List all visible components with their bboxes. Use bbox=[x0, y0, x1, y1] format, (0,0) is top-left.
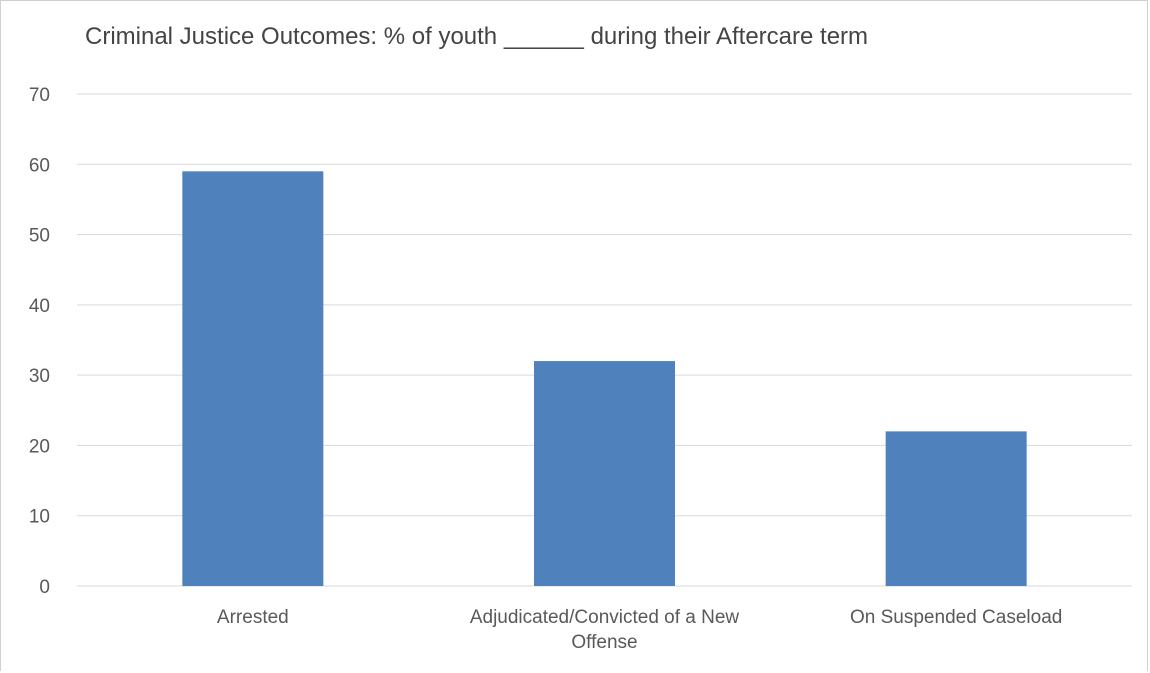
bar bbox=[534, 361, 675, 586]
x-tick-label: On Suspended Caseload bbox=[850, 607, 1062, 628]
x-tick-label: Adjudicated/Convicted of a New Offense bbox=[470, 607, 740, 653]
y-tick-label: 50 bbox=[29, 226, 50, 247]
bar bbox=[182, 171, 324, 587]
x-tick-label: Arrested bbox=[217, 607, 289, 628]
chart-title: Criminal Justice Outcomes: % of youth __… bbox=[85, 23, 869, 50]
y-tick-label: 0 bbox=[39, 577, 50, 598]
y-axis-ticks: 0 10 20 30 40 50 60 70 bbox=[29, 85, 50, 598]
y-tick-label: 70 bbox=[29, 85, 50, 106]
y-tick-label: 20 bbox=[29, 436, 50, 457]
y-tick-label: 30 bbox=[29, 366, 50, 387]
y-tick-label: 10 bbox=[29, 507, 50, 528]
x-axis-ticks: Arrested Adjudicated/Convicted of a New Of… bbox=[217, 607, 1062, 653]
y-tick-label: 40 bbox=[29, 296, 50, 317]
bar bbox=[885, 431, 1027, 586]
bars bbox=[182, 171, 1027, 587]
y-tick-label: 60 bbox=[29, 155, 50, 176]
